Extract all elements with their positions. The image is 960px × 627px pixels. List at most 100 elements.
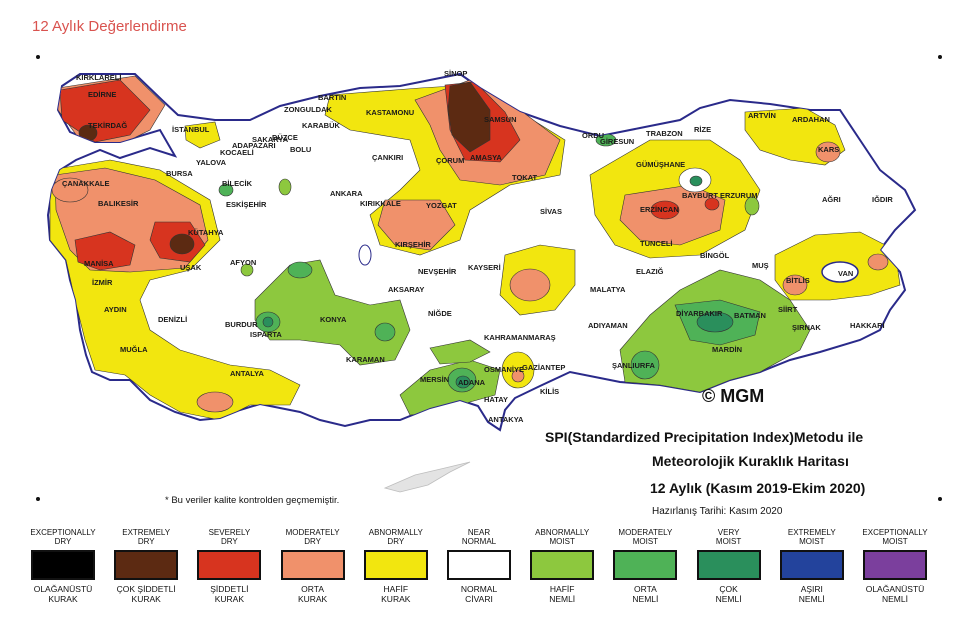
legend-item: EXCEPTIONALLY DRY OLAĞANÜSTÜ KURAK: [22, 528, 104, 604]
city-kirklareli: KIRKLARELİ: [76, 73, 121, 82]
city-corum: ÇORUM: [436, 156, 464, 165]
city-edirne: EDİRNE: [88, 90, 116, 99]
city-mus: MUŞ: [752, 261, 769, 270]
city-hatay: HATAY: [484, 395, 508, 404]
city-bolu: BOLU: [290, 145, 311, 154]
city-rize: RİZE: [694, 125, 711, 134]
city-bartin: BARTIN: [318, 93, 346, 102]
zone-mersin-green: [429, 339, 491, 365]
legend-turkish-label: OLAĞANÜSTÜ KURAK: [33, 584, 93, 604]
legend-item: MODERATELY MOIST ORTA NEMLİ: [604, 528, 686, 604]
legend-swatch: [530, 550, 595, 580]
zone-bayburt-green: [689, 175, 703, 187]
city-elazig: ELAZIĞ: [636, 267, 664, 276]
city-bayburt: BAYBURT: [682, 191, 718, 200]
map-title-line1: SPI(Standardized Precipitation Index)Met…: [545, 429, 863, 445]
city-denizli: DENİZLİ: [158, 315, 187, 324]
city-tokat: TOKAT: [512, 173, 538, 182]
legend-swatch: [197, 550, 262, 580]
city-kilis: KİLİS: [540, 387, 559, 396]
city-yalova: YALOVA: [196, 158, 227, 167]
zone-osmaniye-orange: [511, 369, 525, 383]
city-erzurum: ERZURUM: [720, 191, 758, 200]
corner-dot: [36, 497, 40, 501]
legend-item: SEVERELY DRY ŞİDDETLİ KURAK: [188, 528, 270, 604]
city-karaman: KARAMAN: [346, 355, 385, 364]
zone-adana-very: [455, 375, 471, 389]
legend-english-label: ABNORMALLY DRY: [368, 528, 423, 546]
legend-swatch: [863, 550, 927, 580]
legend-english-label: EXCEPTIONALLY DRY: [30, 528, 96, 546]
city-usak: UŞAK: [180, 263, 202, 272]
city-kutahya: KÜTAHYA: [188, 228, 224, 237]
legend-turkish-label: HAFİF NEMLİ: [549, 584, 576, 604]
city-gumushane: GÜMÜŞHANE: [636, 160, 685, 169]
legend-swatch: [31, 550, 95, 580]
city-nigde: NİĞDE: [428, 309, 452, 318]
city-hakkari: HAKKARİ: [850, 321, 885, 330]
legend-english-label: VERY MOIST: [715, 528, 742, 546]
city-kars: KARS: [818, 145, 839, 154]
city-mersin: MERSİN: [420, 375, 449, 384]
copyright-label: © MGM: [702, 386, 764, 406]
legend: EXCEPTIONALLY DRY OLAĞANÜSTÜ KURAK EXTREME…: [22, 528, 942, 623]
city-diyarbakir: DİYARBAKIR: [676, 309, 723, 318]
zone-bilecik-green: [218, 183, 234, 197]
city-erzincan: ERZİNCAN: [640, 205, 679, 214]
city-batman: BATMAN: [734, 311, 766, 320]
zone-kars-orange: [815, 141, 841, 163]
zone-kirsehir-orange: [377, 199, 456, 251]
city-afyon: AFYON: [230, 258, 256, 267]
corner-dot: [938, 497, 942, 501]
city-izmir: İZMİR: [92, 278, 113, 287]
city-adana: ADANA: [458, 378, 486, 387]
city-sivas: SİVAS: [540, 207, 562, 216]
zone-kutahya-dark: [169, 233, 195, 255]
city-siirt: SİİRT: [778, 305, 798, 314]
legend-english-label: MODERATELY DRY: [285, 528, 340, 546]
legend-turkish-label: HAFİF KURAK: [381, 584, 411, 604]
lake-van: [821, 261, 859, 283]
city-malatya: MALATYA: [590, 285, 626, 294]
map-title-line3: 12 Aylık (Kasım 2019-Ekim 2020): [650, 480, 865, 496]
city-osmaniye: OSMANİYE: [484, 365, 524, 374]
city-bitlis: BİTLİS: [786, 276, 810, 285]
zone-bitlis-orange: [782, 274, 808, 296]
legend-item: VERY MOIST ÇOK NEMLİ: [688, 528, 770, 604]
city-bilecik: BİLECİK: [222, 179, 253, 188]
zone-bolu-green: [278, 178, 292, 196]
legend-item: ABNORMALLY MOIST HAFİF NEMLİ: [521, 528, 603, 604]
zone-erzurum-green: [744, 196, 760, 216]
legend-item: EXTREMELY MOIST AŞIRI NEMLİ: [771, 528, 853, 604]
legend-turkish-label: AŞIRI NEMLİ: [798, 584, 825, 604]
city-burdur: BURDUR: [225, 320, 258, 329]
corner-dot: [36, 55, 40, 59]
city-igdir: IĞDIR: [872, 195, 893, 204]
city-adiyaman: ADIYAMAN: [588, 321, 628, 330]
city-kirsehir: KIRŞEHİR: [395, 240, 431, 249]
zone-erzincan-red: [650, 200, 680, 220]
zone-konya-mid2: [374, 322, 396, 342]
city-mugla: MUĞLA: [120, 345, 148, 354]
cyprus-shape: [383, 461, 471, 493]
zone-diyarbakir-very: [696, 311, 734, 333]
legend-item: NEAR NORMAL NORMAL CİVARI: [438, 528, 520, 604]
zone-isparta-very: [262, 316, 274, 328]
city-nevsehir: NEVŞEHİR: [418, 267, 457, 276]
legend-english-label: SEVERELY DRY: [208, 528, 251, 546]
legend-swatch: [613, 550, 678, 580]
zone-sinop-dark: [447, 81, 491, 153]
legend-swatch: [363, 550, 428, 580]
legend-swatch: [114, 550, 179, 580]
legend-turkish-label: ÇOK NEMLİ: [715, 584, 742, 604]
city-sanliurfa: ŞANLIURFA: [612, 361, 656, 370]
drought-zones: [49, 75, 901, 421]
legend-swatch: [696, 550, 761, 580]
city-aksaray: AKSARAY: [388, 285, 424, 294]
city-bursa: BURSA: [166, 169, 193, 178]
city-adapazari: ADAPAZARI: [232, 141, 276, 150]
city-amasya: AMASYA: [470, 153, 502, 162]
legend-english-label: ABNORMALLY MOIST: [535, 528, 590, 546]
city-antalya: ANTALYA: [230, 369, 264, 378]
zone-canakkale-orange: [51, 177, 89, 203]
